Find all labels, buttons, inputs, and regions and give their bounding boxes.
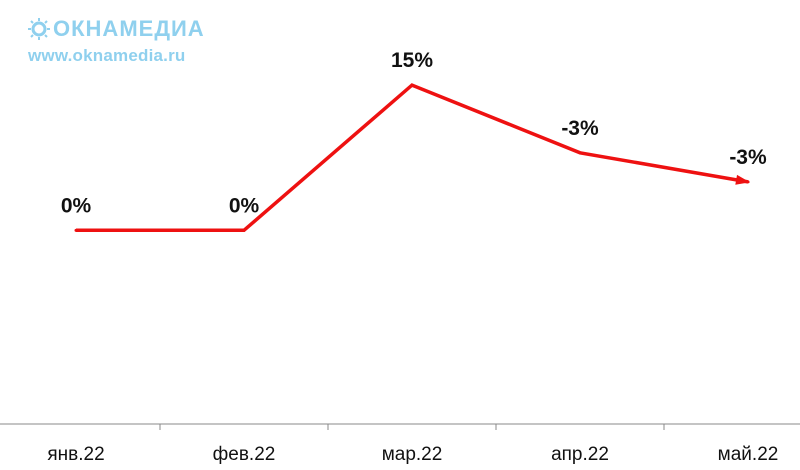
data-label: 15% [391,49,433,72]
watermark-brand: ОКНАМЕДИА [53,16,205,41]
data-labels: 0% 0% 15% -3% -3% [61,49,767,217]
watermark-url: www.oknamedia.ru [28,46,186,65]
series-group [74,83,750,233]
x-tick-label: янв.22 [47,444,104,465]
watermark: ОКНАМЕДИА www.oknamedia.ru [28,16,205,66]
x-tick-label: апр.22 [551,444,609,465]
x-tick-labels: янв.22 фев.22 мар.22 апр.22 май.22 [47,444,778,465]
series-line [76,83,749,233]
data-point [242,228,246,232]
series-end-arrow [735,174,750,185]
data-point [746,180,750,184]
data-label: -3% [729,146,767,169]
x-axis [0,423,800,430]
data-point [74,228,78,232]
x-tick-label: май.22 [718,444,779,465]
data-point [578,151,582,155]
watermark-logo: ОКНАМЕДИА [28,16,205,42]
x-tick-label: мар.22 [382,444,443,465]
sun-icon [28,18,50,40]
data-label: 0% [229,194,260,217]
data-point [410,83,414,87]
x-tick-label: фев.22 [213,444,276,465]
data-label: -3% [561,117,599,140]
data-label: 0% [61,194,92,217]
